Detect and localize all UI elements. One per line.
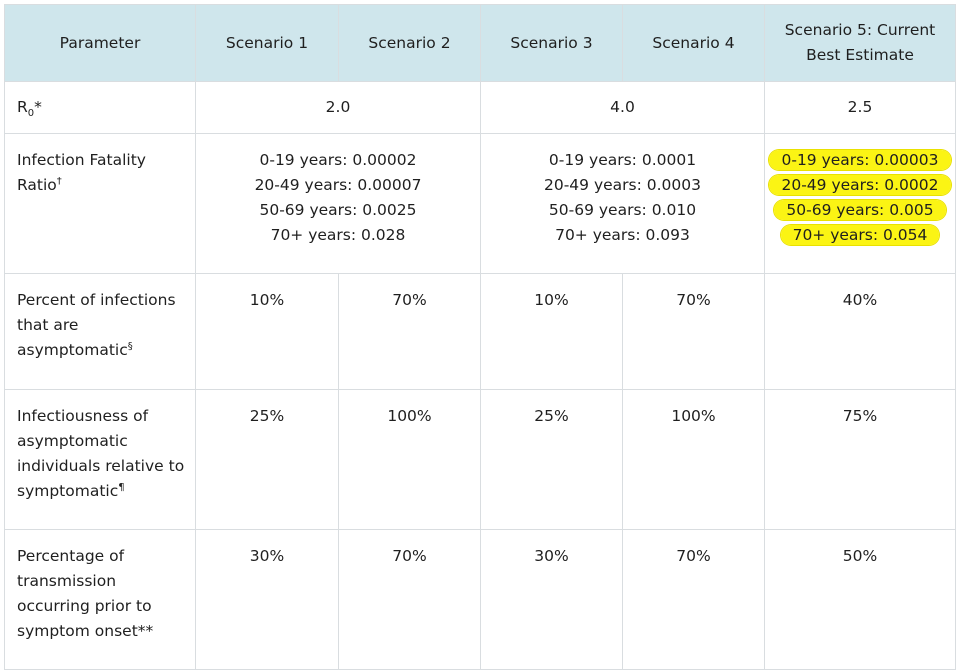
ifr-scenario-5: 0-19 years: 0.00003 20-49 years: 0.0002 … [764, 133, 956, 274]
ifr-line-highlighted: 0-19 years: 0.00003 [766, 148, 954, 173]
row-infectiousness: Infectiousness of asymptomatic individua… [4, 389, 956, 530]
row-label: Infectiousness of asymptomatic individua… [4, 389, 196, 530]
ifr-footnote-mark: † [56, 175, 62, 187]
ifr-line: 70+ years: 0.093 [555, 226, 690, 244]
ifr-line: 50-69 years: 0.010 [548, 201, 697, 219]
table-cell: 30% [195, 529, 339, 670]
row-label: Percentage of transmission occurring pri… [4, 529, 196, 670]
table-cell: 10% [195, 273, 339, 390]
infectiousness-footnote-mark: ¶ [118, 481, 125, 493]
table-cell: 100% [622, 389, 765, 530]
table-cell: 100% [338, 389, 481, 530]
ifr-label: Infection Fatality Ratio [17, 151, 146, 194]
header-scenario-2: Scenario 2 [338, 4, 481, 82]
infectiousness-label: Infectiousness of asymptomatic individua… [17, 407, 185, 500]
row-label: R0* [4, 81, 196, 134]
highlighted-text: 20-49 years: 0.0002 [769, 175, 951, 195]
highlighted-text: 0-19 years: 0.00003 [769, 150, 951, 170]
ifr-line-highlighted: 70+ years: 0.054 [766, 223, 954, 248]
ifr-scenarios-1-2: 0-19 years: 0.00002 20-49 years: 0.00007… [195, 133, 481, 274]
r0-label: R [17, 98, 28, 116]
table-cell: 70% [622, 529, 765, 670]
r0-subscript: 0 [27, 108, 35, 120]
table-cell: 70% [338, 273, 481, 390]
row-r0: R0* 2.0 4.0 2.5 [4, 81, 956, 134]
ifr-line: 0-19 years: 0.00002 [259, 151, 417, 169]
ifr-line: 70+ years: 0.028 [270, 226, 406, 244]
table-cell: 50% [764, 529, 956, 670]
header-parameter: Parameter [4, 4, 196, 82]
asymptomatic-footnote-mark: § [127, 340, 133, 352]
header-row: Parameter Scenario 1 Scenario 2 Scenario… [4, 4, 956, 82]
table-cell: 70% [338, 529, 481, 670]
row-label: Percent of infections that are asymptoma… [4, 273, 196, 390]
ifr-line-highlighted: 50-69 years: 0.005 [766, 198, 954, 223]
header-scenario-1: Scenario 1 [195, 4, 339, 82]
ifr-line: 20-49 years: 0.0003 [543, 176, 701, 194]
table-cell: 30% [480, 529, 623, 670]
row-label: Infection Fatality Ratio† [4, 133, 196, 274]
row-asymptomatic: Percent of infections that are asymptoma… [4, 273, 956, 390]
presymptomatic-label: Percentage of transmission occurring pri… [17, 547, 154, 640]
highlighted-text: 50-69 years: 0.005 [774, 200, 946, 220]
ifr-scenarios-3-4: 0-19 years: 0.0001 20-49 years: 0.0003 5… [480, 133, 765, 274]
ifr-line: 50-69 years: 0.0025 [259, 201, 417, 219]
ifr-line: 0-19 years: 0.0001 [548, 151, 697, 169]
table-cell: 25% [480, 389, 623, 530]
table-cell: 25% [195, 389, 339, 530]
r0-footnote-mark: * [34, 98, 42, 116]
highlighted-text: 70+ years: 0.054 [780, 225, 940, 245]
ifr-line-highlighted: 20-49 years: 0.0002 [766, 173, 954, 198]
header-scenario-4: Scenario 4 [622, 4, 765, 82]
table-cell: 70% [622, 273, 765, 390]
r0-scenario-5: 2.5 [764, 81, 956, 134]
table-cell: 75% [764, 389, 956, 530]
table-cell: 40% [764, 273, 956, 390]
row-presymptomatic: Percentage of transmission occurring pri… [4, 529, 956, 670]
r0-scenarios-1-2: 2.0 [195, 81, 481, 134]
header-scenario-3: Scenario 3 [480, 4, 623, 82]
table-cell: 10% [480, 273, 623, 390]
header-scenario-5: Scenario 5: Current Best Estimate [764, 4, 956, 82]
parameters-table: Parameter Scenario 1 Scenario 2 Scenario… [4, 4, 956, 670]
r0-scenarios-3-4: 4.0 [480, 81, 765, 134]
asymptomatic-label: Percent of infections that are asymptoma… [17, 291, 176, 359]
row-ifr: Infection Fatality Ratio† 0-19 years: 0.… [4, 133, 956, 274]
ifr-line: 20-49 years: 0.00007 [254, 176, 422, 194]
